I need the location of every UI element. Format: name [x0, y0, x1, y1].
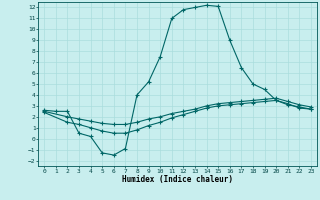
- X-axis label: Humidex (Indice chaleur): Humidex (Indice chaleur): [122, 175, 233, 184]
